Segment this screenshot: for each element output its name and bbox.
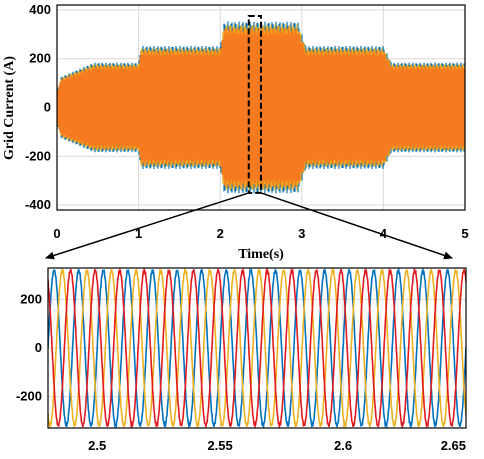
zoom-region-box	[247, 14, 262, 194]
zoom-arrow-left	[45, 192, 249, 260]
top-series-line	[57, 27, 465, 188]
top-x-tick-label: 5	[461, 226, 468, 241]
bottom-series-group	[48, 268, 466, 428]
top-plot-frame	[56, 4, 466, 211]
bottom-y-tick-label: -200	[16, 388, 42, 403]
bottom-series-line	[48, 268, 466, 428]
top-x-tick-label: 3	[298, 226, 305, 241]
top-x-tick-label: 0	[53, 226, 60, 241]
bottom-x-tick-label: 2.5	[88, 438, 106, 453]
bottom-y-tick-label: 200	[20, 292, 42, 307]
top-y-ticks: -400 -200 0 200 400	[25, 2, 51, 212]
zoom-arrow-right	[260, 192, 453, 260]
bottom-x-tick-label: 2.6	[334, 438, 352, 453]
top-y-axis-label: Grid Current (A)	[2, 56, 17, 160]
top-chart: 0 1 2 3 4 5 -400 -200 0 200 400 Time(s) Grid Curr…	[2, 2, 469, 262]
bottom-x-ticks: 2.5 2.55 2.6 2.65	[88, 438, 466, 453]
top-x-ticks: 0 1 2 3 4 5	[53, 226, 468, 241]
top-y-tick-label: 200	[29, 51, 51, 66]
bottom-x-tick-label: 2.65	[441, 438, 466, 453]
top-y-tick-label: 400	[29, 2, 51, 17]
bottom-chart: 2.5 2.55 2.6 2.65 -200 0 200	[16, 267, 467, 453]
bottom-y-tick-label: 0	[35, 340, 42, 355]
top-x-tick-label: 1	[135, 226, 142, 241]
top-x-axis-label: Time(s)	[238, 247, 284, 262]
top-x-tick-label: 2	[217, 226, 224, 241]
top-x-tick-label: 4	[380, 226, 388, 241]
bottom-plot-frame	[47, 267, 467, 429]
bottom-y-ticks: -200 0 200	[16, 292, 42, 404]
bottom-x-tick-label: 2.55	[207, 438, 232, 453]
top-series-group	[57, 21, 465, 194]
top-y-tick-label: 0	[44, 100, 51, 115]
bottom-series-line	[48, 268, 466, 428]
top-y-tick-label: -400	[25, 197, 51, 212]
top-y-tick-label: -200	[25, 148, 51, 163]
bottom-series-line	[48, 268, 466, 428]
